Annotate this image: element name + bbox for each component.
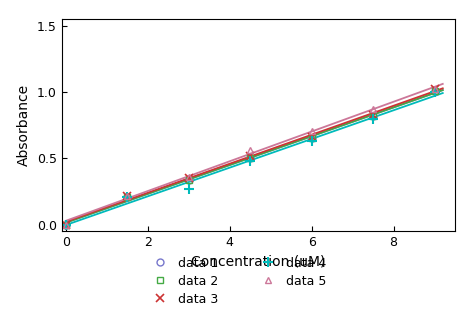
Y-axis label: Absorbance: Absorbance	[17, 84, 31, 166]
Legend: data 1, data 2, data 3, data 4, data 5: data 1, data 2, data 3, data 4, data 5	[143, 252, 331, 311]
X-axis label: Concentration (uM): Concentration (uM)	[191, 255, 326, 269]
